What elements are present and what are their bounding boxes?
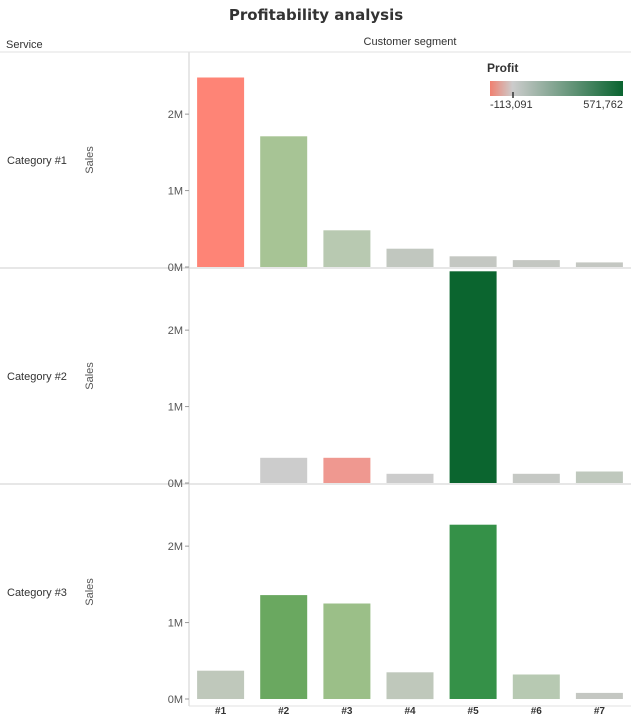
bar bbox=[260, 595, 308, 699]
bar bbox=[260, 457, 308, 483]
bar bbox=[575, 692, 623, 699]
category-label: Category #1 bbox=[7, 155, 67, 167]
column-header: Customer segment bbox=[364, 36, 457, 48]
y-axis-title: Sales bbox=[84, 146, 96, 174]
x-tick-label: #4 bbox=[404, 706, 416, 717]
legend-color-ramp bbox=[490, 81, 623, 96]
category-label: Category #3 bbox=[7, 587, 67, 599]
x-tick-label: #6 bbox=[531, 706, 543, 717]
legend-max-label: 571,762 bbox=[583, 99, 623, 111]
bar bbox=[449, 524, 497, 699]
bar bbox=[512, 674, 560, 699]
chart-title: Profitability analysis bbox=[229, 6, 403, 24]
x-tick-label: #5 bbox=[468, 706, 480, 717]
bar bbox=[449, 271, 497, 483]
y-tick-label: 2M bbox=[168, 325, 183, 337]
y-tick-label: 1M bbox=[168, 186, 183, 198]
bar bbox=[323, 603, 371, 699]
y-tick-label: 0M bbox=[168, 478, 183, 490]
y-tick-label: 0M bbox=[168, 694, 183, 706]
bar bbox=[386, 473, 434, 483]
bar bbox=[323, 457, 371, 483]
bar bbox=[575, 471, 623, 483]
bar bbox=[512, 260, 560, 267]
bar bbox=[575, 262, 623, 267]
x-tick-label: #3 bbox=[341, 706, 353, 717]
bar bbox=[512, 473, 560, 483]
x-tick-label: #1 bbox=[215, 706, 227, 717]
x-tick-label: #2 bbox=[278, 706, 290, 717]
bar bbox=[197, 670, 245, 699]
bar bbox=[386, 248, 434, 267]
y-tick-label: 1M bbox=[168, 618, 183, 630]
y-tick-label: 0M bbox=[168, 262, 183, 274]
x-tick-label: #7 bbox=[594, 706, 606, 717]
y-axis-title: Sales bbox=[84, 578, 96, 606]
bar bbox=[260, 136, 308, 267]
bar bbox=[386, 672, 434, 700]
y-tick-label: 2M bbox=[168, 541, 183, 553]
legend-min-label: -113,091 bbox=[490, 99, 533, 111]
bar bbox=[197, 77, 245, 267]
bar bbox=[449, 256, 497, 267]
y-axis-title: Sales bbox=[84, 362, 96, 390]
bar bbox=[323, 230, 371, 267]
legend-title: Profit bbox=[487, 61, 518, 75]
y-tick-label: 2M bbox=[168, 109, 183, 121]
row-header: Service bbox=[6, 39, 43, 51]
y-tick-label: 1M bbox=[168, 402, 183, 414]
category-label: Category #2 bbox=[7, 371, 67, 383]
